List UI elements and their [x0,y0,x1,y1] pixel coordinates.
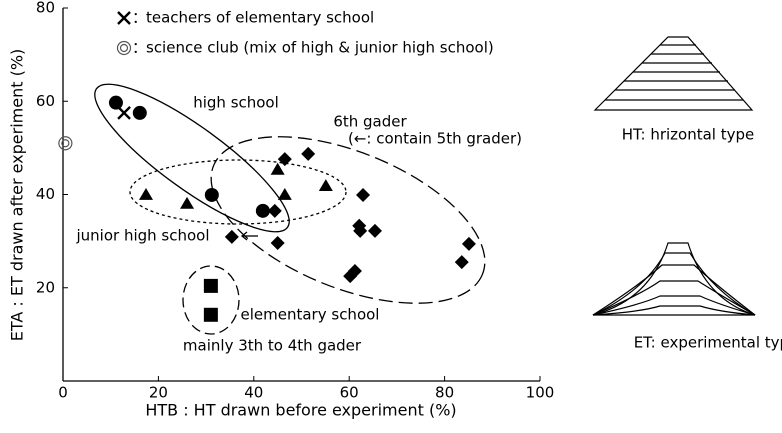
annotation: junior high school [75,227,209,245]
point-ring [121,45,128,52]
elementary-outline [183,266,239,334]
ht-diagram [595,37,752,110]
point-ring [118,42,131,55]
point [368,224,382,238]
point [319,179,333,191]
legend-marker [118,12,130,24]
y-tick-label: 80 [36,0,55,17]
y-tick-label: 20 [36,278,55,296]
annotation: 6th gader [333,113,407,131]
legend-label: science club (mix of high & junior high … [146,39,494,57]
ht-caption: HT: hrizontal type [622,126,755,144]
point [278,152,292,166]
legend-separator: ： [132,9,147,27]
point [301,147,315,161]
point [109,96,123,110]
legend-label: teachers of elementary school [146,9,374,27]
point [271,163,285,175]
annotation: elementary school [241,306,380,324]
et-diagram [593,243,755,315]
point [139,188,153,200]
point [205,188,219,202]
point [268,204,282,218]
point [278,188,292,200]
annotation: mainly 3th to 4th gader [183,337,362,355]
point [204,308,218,322]
point [462,237,476,251]
y-tick-label: 40 [36,185,55,203]
annotation: high school [193,94,279,112]
chart: HT: hrizontal type ET: experimental type… [0,0,782,433]
x-tick-label: 40 [244,384,263,402]
group-outlines [78,64,508,338]
point [225,230,239,244]
y-tick-label: 60 [36,92,55,110]
x-tick-label: 0 [58,384,68,402]
x-tick-label: 60 [340,384,359,402]
point [118,107,130,119]
point-ring [59,137,72,150]
x-axis-label: HTB : HT drawn before experiment (%) [145,401,456,420]
point [356,188,370,202]
point [180,197,194,209]
legend-separator: ： [132,39,147,57]
high-school-outline [78,64,305,253]
annotation: (←: contain 5th grader) [348,130,522,148]
x-tick-label: 20 [149,384,168,402]
point [133,106,147,120]
point [59,137,72,150]
point [271,236,285,250]
point [256,204,270,218]
x-tick-label: 100 [526,384,555,402]
point [204,279,218,293]
point [455,255,469,269]
et-caption: ET: experimental type [634,334,782,352]
legend-marker [118,42,131,55]
y-axis-label: ETA : ET drawn after experiment (%) [8,49,27,342]
junior-high-outline [130,160,346,224]
x-tick-label: 80 [435,384,454,402]
